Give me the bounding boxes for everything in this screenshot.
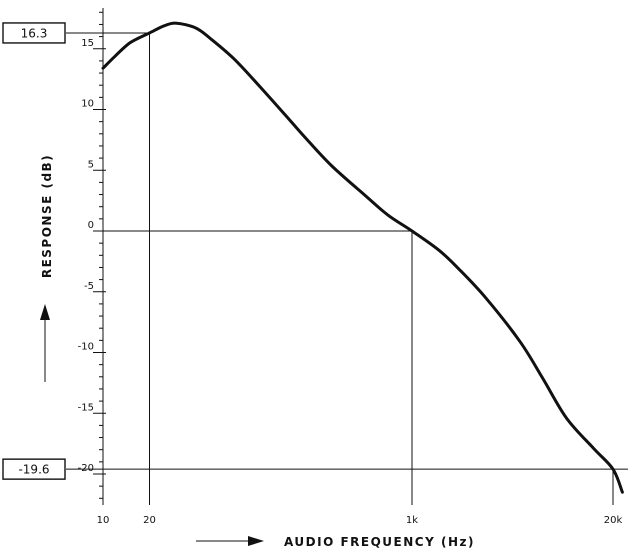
y-tick-label: 5 (88, 159, 94, 170)
y-axis-title: RESPONSE (dB) (40, 154, 54, 278)
callout-box (2, 458, 66, 480)
reference-lines (66, 32, 628, 505)
x-tick-label: 10 (97, 515, 110, 526)
x-tick-label: 20k (604, 515, 623, 526)
y-tick-label: 0 (88, 220, 94, 231)
callout-value: -19.6 (18, 463, 49, 477)
y-tick-labels: 15 10 5 0 -5 -10 -15 -20 (78, 38, 94, 474)
y-tick-label: -15 (78, 402, 94, 413)
x-tick-label: 1k (406, 515, 418, 526)
callout-box (2, 22, 66, 44)
y-tick-label: 15 (81, 38, 94, 49)
axes-layer (93, 8, 106, 505)
y-tick-label: -5 (84, 281, 94, 292)
y-direction-arrow (40, 304, 50, 382)
x-direction-arrow (196, 536, 264, 546)
callouts: 16.3 -19.6 (2, 22, 66, 480)
y-tick-label: -20 (78, 463, 94, 474)
x-axis-title: AUDIO FREQUENCY (Hz) (284, 535, 475, 549)
y-tick-label: -10 (78, 342, 94, 353)
callout-value: 16.3 (21, 26, 48, 40)
response-curve-layer (101, 21, 624, 494)
response-curve (101, 21, 624, 494)
x-tick-labels: 10 20 1k 20k (97, 515, 623, 526)
x-tick-label: 20 (143, 515, 156, 526)
y-tick-label: 10 (81, 99, 94, 110)
